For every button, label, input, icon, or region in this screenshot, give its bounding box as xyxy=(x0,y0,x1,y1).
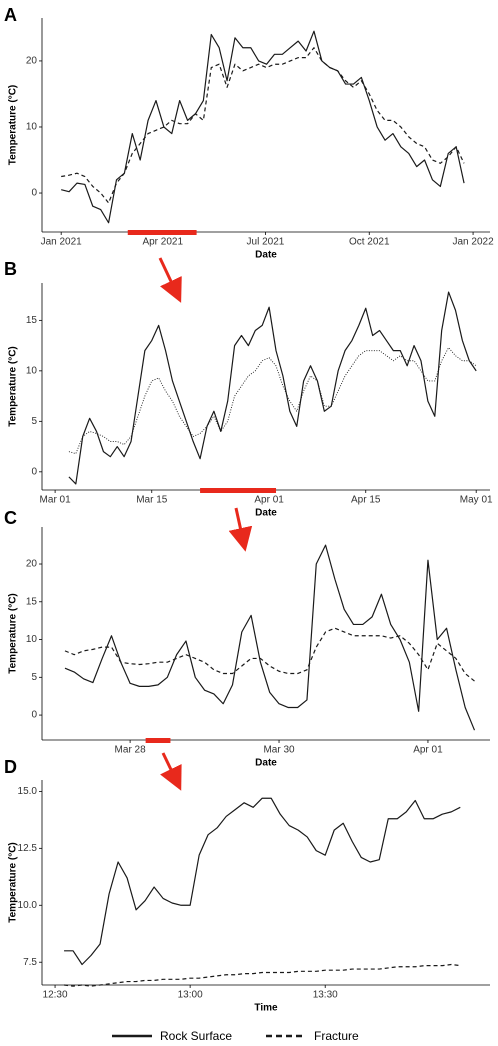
x-tick-label: Mar 15 xyxy=(136,495,168,506)
arrow xyxy=(158,257,182,303)
y-tick-label: 15.0 xyxy=(18,786,38,797)
y-axis-label: Temperature (°C) xyxy=(8,346,19,427)
series-line xyxy=(64,544,476,731)
y-tick-label: 0 xyxy=(31,188,37,199)
series-line xyxy=(61,47,465,204)
x-tick-label: 12:30 xyxy=(43,990,68,1001)
y-tick-label: 7.5 xyxy=(23,957,37,968)
y-tick-label: 12.5 xyxy=(18,843,38,854)
y-tick-label: 10 xyxy=(26,365,38,376)
x-tick-label: Mar 28 xyxy=(115,745,147,756)
arrows xyxy=(158,257,253,791)
panel-letter: C xyxy=(4,508,17,528)
x-tick-label: Apr 01 xyxy=(413,745,443,756)
x-tick-label: Mar 30 xyxy=(263,745,295,756)
panel-letter: B xyxy=(4,259,17,279)
y-axis-label: Temperature (°C) xyxy=(8,842,19,923)
x-tick-label: May 01 xyxy=(460,495,493,506)
arrow xyxy=(228,507,253,552)
y-tick-label: 5 xyxy=(31,416,37,427)
y-tick-label: 10 xyxy=(26,634,38,645)
series-line xyxy=(63,963,461,987)
legend-label: Fracture xyxy=(314,1029,359,1043)
y-tick-label: 15 xyxy=(26,315,38,326)
highlight-range xyxy=(200,488,277,493)
x-tick-label: 13:00 xyxy=(178,990,203,1001)
panel: A 0 10 20 Jan 2021 Apr 2021 Jul 2021 Oct 2021 Ja… xyxy=(4,5,494,261)
legend: Rock Surface Fracture xyxy=(112,1029,359,1043)
y-axis-label: Temperature (°C) xyxy=(8,593,19,674)
series-line xyxy=(68,347,477,455)
y-tick-label: 20 xyxy=(26,56,38,67)
series-line xyxy=(64,797,461,966)
y-tick-label: 0 xyxy=(31,466,37,477)
x-tick-label: Mar 01 xyxy=(40,495,72,506)
panel: D 7.5 10.0 12.5 15.0 12:30 13:00 13:30 Time Tempe… xyxy=(4,757,490,1014)
x-tick-label: Jan 2022 xyxy=(452,237,494,248)
y-tick-label: 10 xyxy=(26,122,38,133)
x-tick-label: 13:30 xyxy=(313,990,338,1001)
x-tick-label: Apr 01 xyxy=(254,495,284,506)
panel-letter: D xyxy=(4,757,17,777)
x-tick-label: Apr 2021 xyxy=(142,237,183,248)
y-tick-label: 20 xyxy=(26,559,38,570)
x-tick-label: Jul 2021 xyxy=(247,237,285,248)
x-axis-label: Date xyxy=(255,250,277,261)
series-line xyxy=(61,30,465,224)
legend-label: Rock Surface xyxy=(160,1029,232,1043)
x-tick-label: Jan 2021 xyxy=(41,237,83,248)
y-tick-label: 0 xyxy=(31,710,37,721)
y-tick-label: 10.0 xyxy=(18,900,38,911)
series-line xyxy=(68,291,477,485)
arrow xyxy=(159,752,182,791)
series-line xyxy=(64,627,475,682)
x-axis-label: Date xyxy=(255,758,277,769)
y-tick-label: 5 xyxy=(31,672,37,683)
x-axis-label: Date xyxy=(255,508,277,519)
panel-letter: A xyxy=(4,5,17,25)
highlight-range xyxy=(127,230,197,235)
x-tick-label: Apr 15 xyxy=(351,495,381,506)
highlight-range xyxy=(145,738,171,743)
panel: C 0 5 10 15 20 Mar 28 Mar 30 Apr 01 Date Temperatu… xyxy=(4,508,490,769)
x-axis-label: Time xyxy=(254,1003,278,1014)
y-tick-label: 15 xyxy=(26,596,38,607)
y-axis-label: Temperature (°C) xyxy=(8,85,19,166)
panel: B 0 5 10 15 Mar 01 Mar 15 Apr 01 Apr 15 May 01 Dat… xyxy=(4,259,493,519)
x-tick-label: Oct 2021 xyxy=(349,237,390,248)
